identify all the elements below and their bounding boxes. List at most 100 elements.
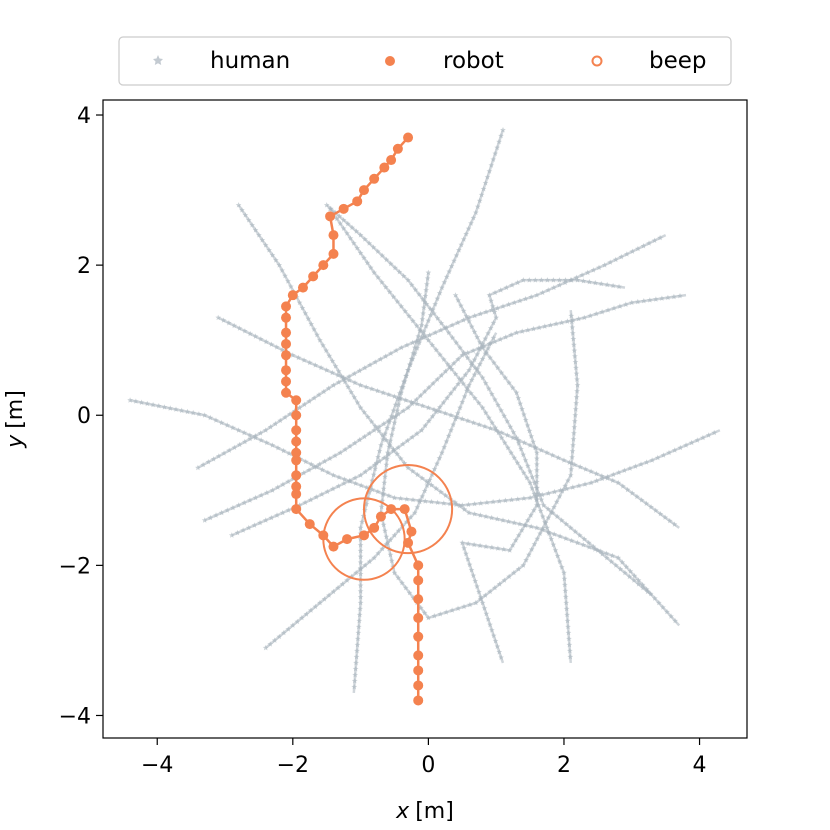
x-tick-label: 4 [693, 753, 707, 778]
human-marker [449, 607, 455, 613]
human-marker [311, 395, 317, 401]
human-marker [445, 432, 452, 439]
legend-box [118, 36, 732, 86]
human-marker [446, 364, 453, 370]
human-marker [444, 394, 450, 401]
human-marker [456, 247, 462, 253]
human-marker [615, 479, 622, 486]
human-marker [569, 448, 576, 454]
human-marker [562, 587, 569, 594]
robot-point [291, 470, 302, 481]
human-marker [467, 601, 473, 608]
human-marker [515, 566, 522, 572]
human-marker [417, 327, 423, 334]
human-marker [507, 423, 514, 430]
human-marker [320, 388, 327, 395]
human-marker [554, 553, 561, 559]
human-marker [671, 293, 677, 300]
human-marker [493, 314, 499, 321]
human-marker [459, 539, 466, 546]
human-marker [431, 406, 437, 412]
human-marker [200, 461, 206, 468]
human-marker [584, 269, 591, 276]
human-marker [319, 466, 326, 473]
human-marker [459, 416, 466, 422]
human-marker [359, 518, 365, 525]
human-marker [415, 333, 422, 339]
human-marker [451, 360, 457, 366]
human-marker [495, 545, 501, 551]
human-marker [357, 559, 364, 565]
human-marker [609, 477, 616, 483]
x-tick-label: −4 [141, 753, 173, 778]
human-marker [493, 427, 499, 433]
human-marker [660, 452, 667, 458]
human-marker [408, 399, 415, 405]
human-marker [317, 337, 323, 343]
human-marker [412, 509, 418, 516]
human-marker [489, 419, 495, 426]
human-marker [235, 502, 242, 508]
human-marker [512, 537, 519, 543]
human-marker [562, 581, 568, 588]
human-marker [571, 347, 578, 353]
human-marker [488, 162, 495, 168]
human-marker [263, 338, 269, 345]
human-marker [604, 281, 610, 288]
human-marker [628, 299, 635, 306]
human-marker [474, 351, 481, 357]
human-marker [264, 439, 270, 446]
robot-point [281, 387, 292, 398]
robot-point [291, 489, 302, 500]
human-marker [302, 458, 309, 465]
human-marker [588, 468, 594, 474]
human-marker [386, 288, 393, 295]
human-marker [421, 609, 428, 616]
human-marker [258, 437, 264, 443]
human-marker [368, 418, 375, 424]
human-marker [494, 364, 501, 371]
human-marker [371, 554, 377, 561]
robot-trajectory [281, 132, 424, 706]
human-marker [449, 322, 455, 328]
human-marker [527, 442, 533, 448]
human-marker [496, 581, 503, 587]
y-axis-label: y[m] [3, 390, 28, 449]
human-marker [534, 467, 540, 473]
human-marker [573, 394, 580, 400]
human-marker [520, 469, 527, 476]
human-marker [567, 647, 573, 654]
human-marker [463, 550, 469, 557]
human-marker [380, 389, 386, 396]
human-marker [508, 496, 515, 503]
human-marker [582, 466, 589, 472]
human-marker [562, 482, 568, 489]
human-marker [569, 324, 576, 330]
human-marker [340, 374, 347, 381]
human-marker [396, 269, 403, 275]
human-marker [563, 535, 569, 541]
robot-point [291, 436, 302, 447]
human-marker [357, 404, 364, 411]
human-marker [376, 424, 382, 430]
human-marker [355, 635, 361, 642]
human-marker [486, 414, 492, 421]
human-marker [477, 310, 484, 317]
robot-point [291, 425, 302, 436]
human-marker [522, 457, 529, 463]
robot-point [413, 612, 424, 623]
human-marker [400, 408, 407, 414]
human-marker [476, 421, 483, 428]
human-marker [337, 220, 344, 226]
human-marker [483, 543, 489, 549]
human-marker [395, 574, 402, 581]
y-tick-label: 0 [77, 404, 91, 429]
human-marker [268, 341, 275, 347]
human-marker [430, 380, 436, 386]
human-marker [604, 475, 611, 481]
human-marker [220, 317, 227, 323]
human-marker [428, 498, 435, 505]
human-marker [382, 284, 389, 290]
human-marker [504, 418, 511, 424]
human-marker [440, 399, 447, 405]
